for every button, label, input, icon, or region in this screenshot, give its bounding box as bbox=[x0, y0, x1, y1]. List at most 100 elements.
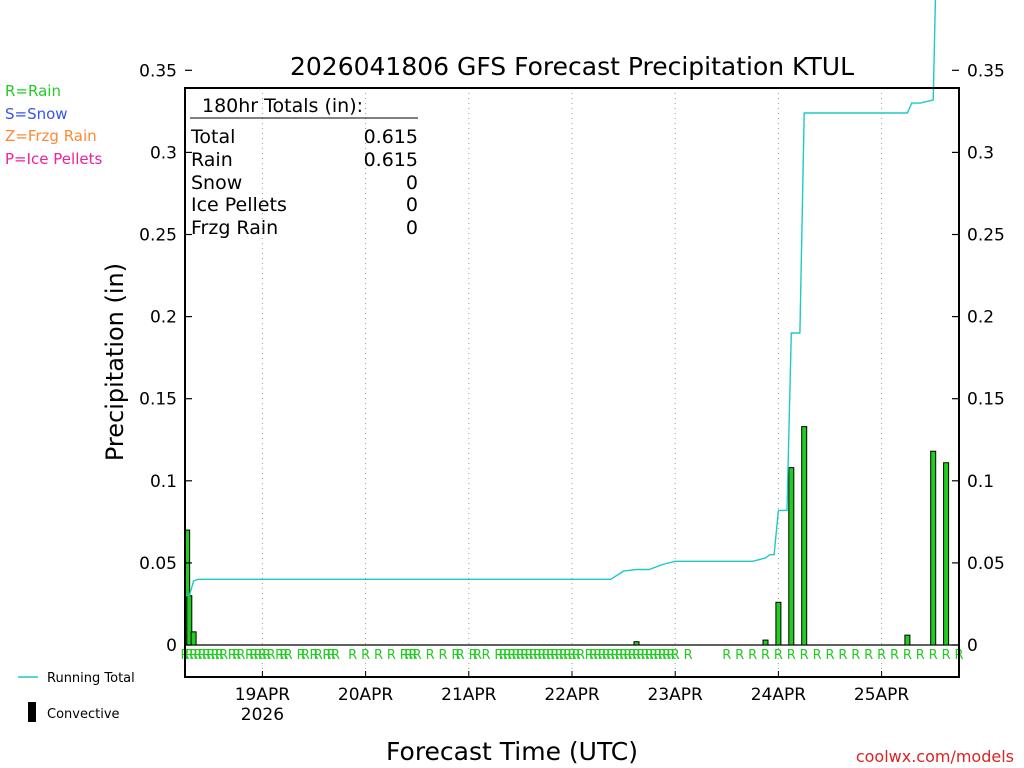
precip-bars bbox=[184, 426, 950, 646]
ptype-marker-rain: R bbox=[331, 648, 340, 663]
ptype-marker-rain: R bbox=[219, 648, 228, 663]
ptype-marker-rain: R bbox=[499, 648, 508, 663]
ptype-marker-rain: R bbox=[542, 648, 551, 663]
ptype-marker-rain: R bbox=[610, 648, 619, 663]
ptype-marker-rain: R bbox=[602, 648, 611, 663]
ptype-marker-rain: R bbox=[456, 648, 465, 663]
ptype-marker-rain: R bbox=[524, 648, 533, 663]
ptype-marker-rain: R bbox=[202, 648, 211, 663]
y-tick-label-right: 0.3 bbox=[967, 143, 994, 163]
ptype-marker-rain: R bbox=[404, 648, 413, 663]
ptype-marker-rain: R bbox=[279, 648, 288, 663]
ptype-marker-rain: R bbox=[942, 648, 951, 663]
precip-bar bbox=[943, 462, 950, 646]
ptype-marker-rain: R bbox=[916, 648, 925, 663]
ptype-marker-rain: R bbox=[645, 648, 654, 663]
y-tick-label-left: 0.2 bbox=[150, 308, 177, 328]
ptype-marker-rain: R bbox=[555, 648, 564, 663]
y-tick-label-left: 0 bbox=[166, 636, 177, 656]
ptype-marker-rain: R bbox=[825, 648, 834, 663]
axes: 0 00.05 0.050.1 0.10.15 0.150.2 0.20.25 0.250.… bbox=[139, 61, 1005, 725]
ptype-marker-rain: R bbox=[469, 648, 478, 663]
ptype-marker-rain: R bbox=[890, 648, 899, 663]
convective-swatch bbox=[28, 702, 36, 722]
y-tick-label-left: 0.3 bbox=[150, 143, 177, 163]
ptype-marker-rain: R bbox=[636, 648, 645, 663]
ptype-marker-rain: R bbox=[813, 648, 822, 663]
ptype-marker-rain: R bbox=[426, 648, 435, 663]
ptype-marker-rain: R bbox=[800, 648, 809, 663]
totals-header: 180hr Totals (in): bbox=[202, 95, 363, 117]
ptype-marker-rain: R bbox=[408, 648, 417, 663]
precip-bar bbox=[775, 601, 782, 646]
precip-bar bbox=[762, 639, 769, 646]
ptype-marker-rain: R bbox=[658, 648, 667, 663]
ptype-marker-rain: R bbox=[228, 648, 237, 663]
ptype-marker-rain: R bbox=[550, 648, 559, 663]
ptype-marker-rain: R bbox=[628, 648, 637, 663]
attribution: coolwx.com/models bbox=[856, 747, 1014, 766]
ptype-marker-rain: R bbox=[563, 648, 572, 663]
chart-title: 2026041806 GFS Forecast Precipitation KT… bbox=[290, 52, 854, 81]
ptype-marker-rain: R bbox=[666, 648, 675, 663]
precip-bar bbox=[904, 634, 911, 646]
bottom-legend: Running Total Convective bbox=[18, 671, 135, 722]
ptype-marker-rain: R bbox=[671, 648, 680, 663]
y-tick-label-left: 0.25 bbox=[139, 226, 177, 246]
ptype-marker-rain: R bbox=[662, 648, 671, 663]
ptype-marker-rain: R bbox=[262, 648, 271, 663]
ptype-marker-rain: R bbox=[245, 648, 254, 663]
ptype-marker-rain: R bbox=[258, 648, 267, 663]
ptype-marker-rain: R bbox=[653, 648, 662, 663]
ptype-marker-rain: R bbox=[572, 648, 581, 663]
y-tick-label-right: 0.35 bbox=[967, 61, 1005, 81]
ptype-marker-rain: R bbox=[215, 648, 224, 663]
ptype-marker-rain: R bbox=[275, 648, 284, 663]
y-tick-label-right: 0.25 bbox=[967, 226, 1005, 246]
precip-bar bbox=[190, 631, 197, 646]
grid bbox=[185, 88, 959, 677]
ptype-marker-rain: R bbox=[361, 648, 370, 663]
convective-legend-label: Convective bbox=[47, 707, 120, 722]
ptype-marker-rain: R bbox=[301, 648, 310, 663]
x-axis-label: Forecast Time (UTC) bbox=[386, 737, 638, 766]
totals-row-label: Rain bbox=[191, 149, 233, 171]
ptype-marker-rain: R bbox=[559, 648, 568, 663]
ptype-marker-rain: R bbox=[507, 648, 516, 663]
ptype-marker-rain: R bbox=[589, 648, 598, 663]
ptype-marker-rain: R bbox=[481, 648, 490, 663]
ptype-marker-rain: R bbox=[593, 648, 602, 663]
precip-bar bbox=[633, 641, 640, 646]
ptype-marker-rain: R bbox=[185, 648, 194, 663]
ptype-marker-rain: R bbox=[903, 648, 912, 663]
ptype-marker-rain: R bbox=[348, 648, 357, 663]
ptype-marker-rain: R bbox=[546, 648, 555, 663]
totals-box: 180hr Totals (in): Total 0.615 Rain 0.61… bbox=[190, 95, 418, 239]
ptype-marker-rain: R bbox=[327, 648, 336, 663]
ptype-marker-rain: R bbox=[851, 648, 860, 663]
ptype-marker-rain: R bbox=[413, 648, 422, 663]
x-tick-label: 20APR bbox=[338, 685, 394, 705]
legend-snow: S=Snow bbox=[5, 105, 68, 123]
running-total-legend-label: Running Total bbox=[47, 671, 135, 686]
x-tick-sublabel: 2026 bbox=[241, 705, 284, 725]
ptype-marker-rain: R bbox=[309, 648, 318, 663]
x-tick-label: 22APR bbox=[544, 685, 600, 705]
totals-row-label: Total bbox=[190, 126, 235, 148]
x-tick-label: 21APR bbox=[441, 685, 497, 705]
totals-row-label: Frzg Rain bbox=[191, 217, 278, 239]
ptype-marker-rain: R bbox=[284, 648, 293, 663]
ptype-marker-rain: R bbox=[374, 648, 383, 663]
ptype-marker-rain: R bbox=[929, 648, 938, 663]
ptype-marker-rain: R bbox=[537, 648, 546, 663]
ptype-marker-rain: R bbox=[438, 648, 447, 663]
ptype-marker-rain: R bbox=[877, 648, 886, 663]
ptype-marker-rain: R bbox=[632, 648, 641, 663]
ptype-marker-rain: R bbox=[735, 648, 744, 663]
totals-row-value: 0.615 bbox=[364, 149, 418, 171]
ptype-marker-rain: R bbox=[649, 648, 658, 663]
ptype-marker-rain: R bbox=[254, 648, 263, 663]
totals-row-label: Ice Pellets bbox=[191, 194, 287, 216]
ptype-marker-rain: R bbox=[598, 648, 607, 663]
